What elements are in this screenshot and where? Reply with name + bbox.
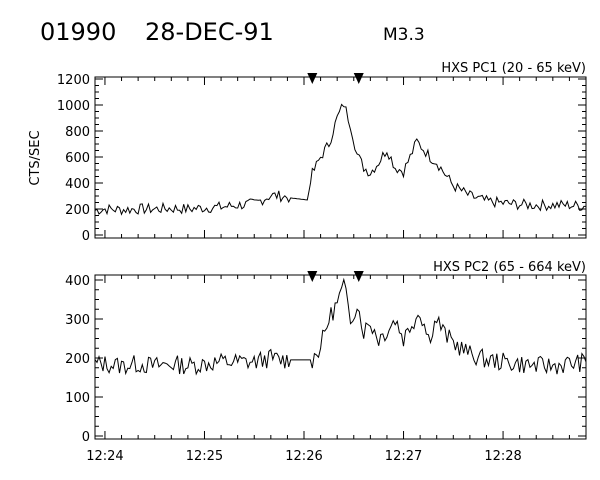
y-tick-label: 0 — [82, 430, 90, 445]
time-axis-labels: 12:24 12:25 12:26 12:27 12:28 — [86, 449, 522, 464]
y-tick-label: 300 — [65, 313, 90, 328]
x-tick-label: 12:25 — [186, 449, 223, 464]
interval-marker — [307, 271, 318, 282]
plot-frame — [94, 76, 587, 239]
x-tick-label: 12:26 — [285, 449, 322, 464]
y-tick-label: 100 — [65, 391, 90, 406]
y-tick-label: 400 — [65, 274, 90, 289]
panel-title-pc1: HXS PC1 (20 - 65 keV) — [441, 61, 586, 76]
interval-marker — [353, 73, 364, 84]
flare-class: M3.3 — [383, 25, 425, 45]
event-id: 01990 — [40, 18, 116, 46]
y-tick-label: 200 — [65, 203, 90, 218]
y-tick-label: 400 — [65, 177, 90, 192]
x-tick-label: 12:28 — [484, 449, 521, 464]
y-tick-label: 800 — [65, 125, 90, 140]
interval-marker — [353, 271, 364, 282]
x-tick-label: 12:27 — [385, 449, 422, 464]
plot-frame — [94, 274, 587, 440]
interval-marker — [307, 73, 318, 84]
y-tick-label: 200 — [65, 352, 90, 367]
y-tick-label: 600 — [65, 151, 90, 166]
y-axis-label: CTS/SEC — [28, 130, 43, 185]
series-line — [94, 103, 586, 216]
x-tick-label: 12:24 — [86, 449, 123, 464]
y-tick-label: 0 — [82, 229, 90, 244]
series-line — [94, 277, 587, 376]
y-tick-label: 1000 — [57, 99, 90, 114]
event-date: 28-DEC-91 — [145, 18, 274, 46]
y-tick-label: 1200 — [57, 73, 90, 88]
panel-title-pc2: HXS PC2 (65 - 664 keV) — [433, 260, 586, 275]
panel-hxs-pc1: HXS PC1 (20 - 65 keV) CTS/SEC 0 200 400 600… — [28, 61, 587, 244]
panel-hxs-pc2: HXS PC2 (65 - 664 keV) 0 100 200 300 400 — [65, 260, 587, 445]
